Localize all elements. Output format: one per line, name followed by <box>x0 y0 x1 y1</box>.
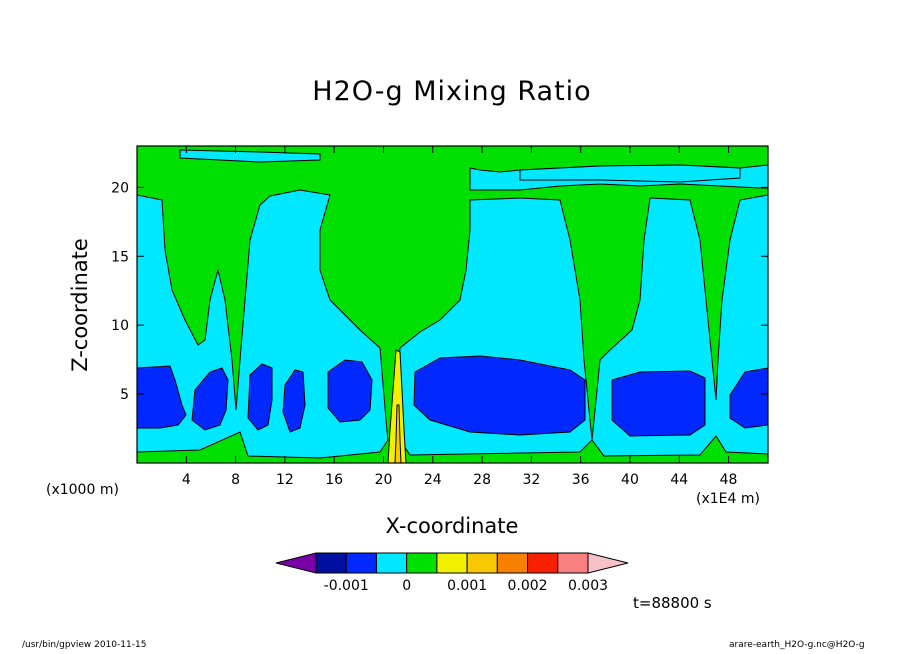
colorbar-swatch <box>315 552 347 574</box>
colorbar-swatch <box>406 552 438 574</box>
colorbar-label: 0.003 <box>568 578 608 594</box>
x-tick-label: 40 <box>621 472 639 488</box>
colorbar-swatch <box>345 552 377 574</box>
blue-pocket <box>729 367 768 429</box>
x-axis-label: X-coordinate <box>385 514 519 538</box>
y-tick-label: 15 <box>111 249 129 265</box>
blue-pocket <box>327 359 373 423</box>
colorbar-swatch <box>436 552 468 574</box>
chart-title: H2O-g Mixing Ratio <box>312 76 592 107</box>
blue-pocket <box>413 355 586 436</box>
x-tick-label: 8 <box>231 472 240 488</box>
colorbar-swatch <box>466 552 498 574</box>
colorbar-label: 0.001 <box>447 578 487 594</box>
footer-file: arare-earth_H2O-g.nc@H2O-g <box>729 640 865 650</box>
plume-core-inner <box>394 404 402 463</box>
y-tick-label: 20 <box>111 180 129 196</box>
top-cyan-streak-right <box>519 164 741 183</box>
x-tick-label: 4 <box>182 472 191 488</box>
time-label: t=88800 s <box>633 594 712 612</box>
colorbar-swatch <box>557 552 589 574</box>
x-unit-label: (x1000 m) <box>46 482 119 498</box>
blue-pocket <box>191 367 229 431</box>
y-tick-label: 5 <box>120 387 129 403</box>
plot-frame <box>136 145 769 464</box>
lower-green-band <box>137 431 768 463</box>
x-tick-label: 36 <box>572 472 590 488</box>
blue-pocket <box>137 365 187 429</box>
colorbar-label: -0.001 <box>324 578 369 594</box>
colorbar: -0.001 0 0.001 0.002 0.003 <box>275 552 629 594</box>
colorbar-swatch <box>375 552 408 574</box>
blue-pocket <box>247 363 273 431</box>
x-tick-label: 16 <box>325 472 343 488</box>
x-tick-label: 48 <box>720 472 738 488</box>
colorbar-arrow-low <box>275 552 317 574</box>
blue-pocket <box>611 370 706 437</box>
x-tick-label: 20 <box>375 472 393 488</box>
colorbar-label: 0.002 <box>508 578 548 594</box>
x-tick-label: 28 <box>473 472 491 488</box>
footer-program: /usr/bin/gpview 2010-11-15 <box>22 640 147 650</box>
y-axis-label: Z-coordinate <box>68 238 92 372</box>
x-tick-label: 32 <box>522 472 540 488</box>
x-tick-label: 24 <box>424 472 442 488</box>
colorbar-swatch <box>496 552 529 574</box>
colorbar-arrow-high <box>587 552 629 574</box>
colorbar-swatch <box>527 552 559 574</box>
x-tick-label: 44 <box>670 472 688 488</box>
colorbar-label: 0 <box>402 578 411 594</box>
y-axis: 5 10 15 20 <box>111 180 768 403</box>
contour-field <box>137 146 768 463</box>
blue-pocket <box>282 369 306 433</box>
x-scale-label: (x1E4 m) <box>696 491 760 507</box>
upper-green-band <box>137 146 768 463</box>
x-tick-label: 12 <box>276 472 294 488</box>
y-tick-label: 10 <box>111 318 129 334</box>
x-axis: 4 8 12 16 20 24 28 32 36 40 44 48 <box>182 146 738 488</box>
